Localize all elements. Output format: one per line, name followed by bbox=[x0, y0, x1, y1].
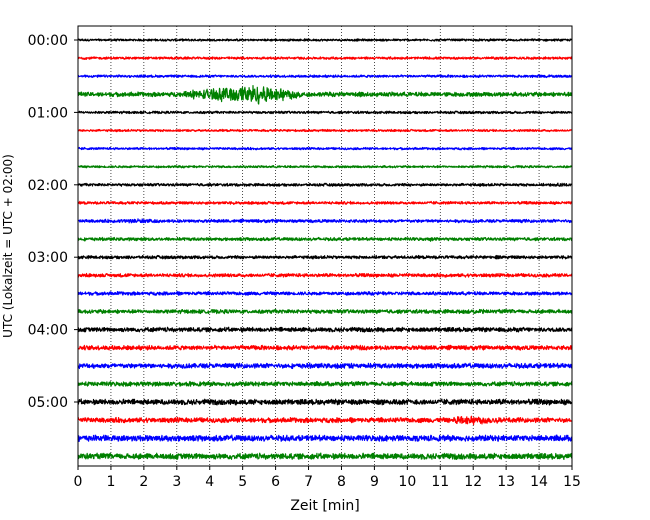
seismic-traces bbox=[77, 38, 573, 460]
y-tick-label-2: 02:00 bbox=[28, 178, 68, 194]
x-tick-label-14: 14 bbox=[530, 474, 548, 490]
trace-0115 bbox=[77, 128, 573, 133]
y-axis-label: UTC (Lokalzeit = UTC + 02:00) bbox=[1, 154, 15, 338]
x-tick-label-4: 4 bbox=[205, 474, 214, 490]
trace-0315 bbox=[77, 272, 573, 278]
trace-0500 bbox=[77, 398, 573, 406]
x-tick-label-8: 8 bbox=[337, 474, 346, 490]
trace-0300 bbox=[77, 254, 573, 260]
y-tick-label-0: 00:00 bbox=[28, 33, 68, 49]
x-axis-ticks: 0 1 2 3 4 5 6 7 8 9 10 11 12 13 14 15 bbox=[74, 466, 581, 490]
x-tick-label-5: 5 bbox=[238, 474, 247, 490]
y-tick-label-1: 01:00 bbox=[28, 105, 68, 121]
x-tick-label-3: 3 bbox=[172, 474, 181, 490]
x-tick-label-1: 1 bbox=[106, 474, 115, 490]
x-tick-label-11: 11 bbox=[431, 474, 449, 490]
trace-0215 bbox=[77, 200, 573, 205]
x-tick-label-0: 0 bbox=[74, 474, 83, 490]
vertical-gridlines bbox=[110, 26, 540, 466]
trace-0515 bbox=[77, 415, 573, 426]
trace-0545 bbox=[77, 452, 573, 460]
trace-0130 bbox=[77, 146, 573, 151]
trace-0400 bbox=[77, 326, 573, 333]
plot-frame bbox=[77, 25, 573, 467]
trace-0230 bbox=[77, 218, 573, 224]
y-tick-label-4: 04:00 bbox=[28, 323, 68, 339]
x-tick-label-15: 15 bbox=[563, 474, 581, 490]
trace-0530 bbox=[77, 434, 573, 442]
trace-0245 bbox=[77, 236, 573, 242]
y-tick-label-5: 05:00 bbox=[28, 395, 68, 411]
x-tick-label-6: 6 bbox=[271, 474, 280, 490]
x-axis-label: Zeit [min] bbox=[290, 498, 359, 514]
y-tick-label-3: 03:00 bbox=[28, 250, 68, 266]
x-tick-label-2: 2 bbox=[139, 474, 148, 490]
trace-0330 bbox=[77, 291, 573, 296]
trace-0345 bbox=[77, 308, 573, 315]
trace-0000 bbox=[77, 38, 573, 42]
x-tick-label-13: 13 bbox=[497, 474, 515, 490]
x-tick-label-9: 9 bbox=[370, 474, 379, 490]
x-tick-label-10: 10 bbox=[398, 474, 416, 490]
trace-0145 bbox=[77, 165, 573, 169]
trace-0445 bbox=[77, 380, 573, 387]
trace-0030 bbox=[77, 74, 573, 79]
trace-0415 bbox=[77, 344, 573, 351]
y-axis-ticks: 00:00 01:00 02:00 03:00 04:00 05:00 bbox=[28, 33, 78, 411]
trace-0430 bbox=[77, 362, 573, 370]
trace-0015 bbox=[77, 56, 573, 61]
x-tick-label-12: 12 bbox=[464, 474, 482, 490]
trace-0045 bbox=[77, 84, 573, 105]
trace-0100 bbox=[77, 110, 573, 115]
trace-0200 bbox=[77, 182, 573, 187]
x-tick-label-7: 7 bbox=[304, 474, 313, 490]
